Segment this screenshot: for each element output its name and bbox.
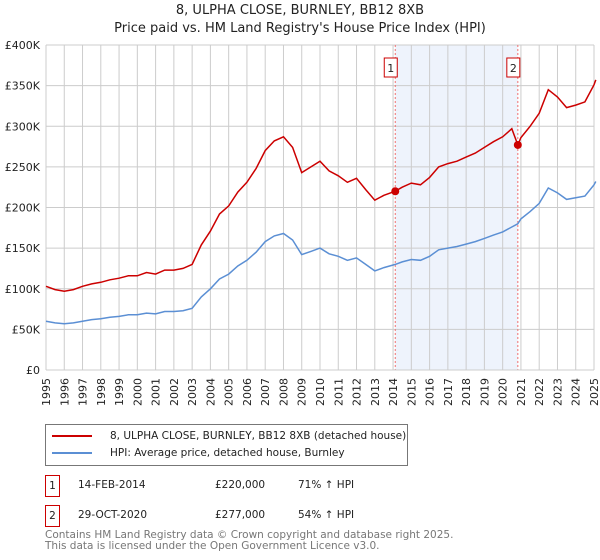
sale-marker-number: 2: [510, 62, 517, 75]
x-tick-label: 2018: [460, 378, 473, 406]
legend-swatch-blue: [52, 452, 92, 454]
x-tick-label: 2008: [277, 378, 290, 406]
legend-item-property: 8, ULPHA CLOSE, BURNLEY, BB12 8XB (detac…: [52, 428, 406, 444]
x-tick-label: 1995: [40, 378, 53, 406]
hpi-line: [45, 181, 597, 325]
legend-item-hpi: HPI: Average price, detached house, Burn…: [52, 445, 345, 461]
x-tick-label: 2001: [150, 378, 163, 406]
chart-subtitle: Price paid vs. HM Land Registry's House …: [114, 21, 486, 36]
x-tick-label: 1996: [58, 378, 71, 406]
sale-date: 29-OCT-2020: [78, 509, 147, 521]
y-tick-label: £200K: [5, 202, 41, 215]
x-tick-label: 2012: [351, 378, 364, 406]
x-tick-label: 2010: [314, 378, 327, 406]
chart-title: 8, ULPHA CLOSE, BURNLEY, BB12 8XB: [175, 3, 425, 18]
x-tick-label: 2020: [497, 378, 510, 406]
x-tick-label: 2005: [223, 378, 236, 406]
sale-hpi: 71% ↑ HPI: [298, 479, 355, 491]
sale-marker-number: 1: [387, 62, 394, 75]
x-tick-label: 2002: [168, 378, 181, 406]
sale-number: 2: [45, 505, 60, 527]
footer-line: Contains HM Land Registry data © Crown c…: [45, 529, 454, 541]
x-tick-label: 2003: [186, 378, 199, 406]
y-tick-label: £50K: [12, 323, 41, 336]
x-tick-label: 2016: [424, 378, 437, 406]
sale-price: £277,000: [215, 509, 266, 521]
sale-date: 14-FEB-2014: [78, 479, 146, 491]
y-tick-label: £150K: [5, 242, 41, 255]
x-tick-label: 2025: [588, 378, 600, 406]
price-chart: 1995 1996 1997 1998 1999 2000 2001 2002 2003 2004…: [5, 39, 600, 406]
x-tick-label: 2004: [204, 378, 217, 406]
footer-line: This data is licensed under the Open Gov…: [45, 540, 380, 552]
sale-row: 2 29-OCT-2020 £277,000 54% ↑ HPI: [45, 505, 445, 527]
x-tick-label: 1999: [113, 378, 126, 406]
footer: Contains HM Land Registry data © Crown c…: [45, 530, 453, 552]
sale-marker-label: 1: [383, 57, 398, 78]
x-tick-label: 2000: [131, 378, 144, 406]
x-tick-label: 2019: [478, 378, 491, 406]
legend-label: HPI: Average price, detached house, Burn…: [110, 447, 345, 459]
y-tick-label: £250K: [5, 161, 41, 174]
sale-marker-box: [383, 57, 398, 78]
x-tick-label: 2013: [369, 378, 382, 406]
sale-marker-box: [506, 57, 521, 78]
y-tick-label: £0: [26, 364, 40, 377]
y-tick-label: £350K: [5, 80, 41, 93]
x-tick-label: 2015: [405, 378, 418, 406]
sale-point: [391, 187, 400, 196]
x-tick-label: 2006: [241, 378, 254, 406]
price-paid-line: [45, 79, 597, 292]
x-tick-label: 2023: [551, 378, 564, 406]
x-tick-label: 2011: [332, 378, 345, 406]
legend-swatch-red: [52, 435, 92, 437]
sale-marker-label: 2: [506, 57, 521, 78]
x-tick-label: 2014: [387, 378, 400, 406]
x-tick-label: 2022: [533, 378, 546, 406]
x-tick-label: 2009: [296, 378, 309, 406]
sale-hpi: 54% ↑ HPI: [298, 509, 355, 521]
x-tick-label: 1997: [77, 378, 90, 406]
y-tick-label: £300K: [5, 120, 41, 133]
sale-price: £220,000: [215, 479, 266, 491]
sale-row: 1 14-FEB-2014 £220,000 71% ↑ HPI: [45, 475, 445, 497]
sale-number: 1: [45, 475, 60, 497]
y-tick-label: £400K: [5, 39, 41, 52]
x-tick-label: 1998: [95, 378, 108, 406]
x-tick-label: 2017: [442, 378, 455, 406]
sale-point: [513, 140, 522, 149]
legend-label: 8, ULPHA CLOSE, BURNLEY, BB12 8XB (detac…: [110, 430, 407, 442]
x-tick-label: 2021: [515, 378, 528, 406]
x-tick-label: 2007: [259, 378, 272, 406]
legend: 8, ULPHA CLOSE, BURNLEY, BB12 8XB (detac…: [45, 424, 408, 466]
y-tick-label: £100K: [5, 283, 41, 296]
x-tick-label: 2024: [570, 378, 583, 406]
